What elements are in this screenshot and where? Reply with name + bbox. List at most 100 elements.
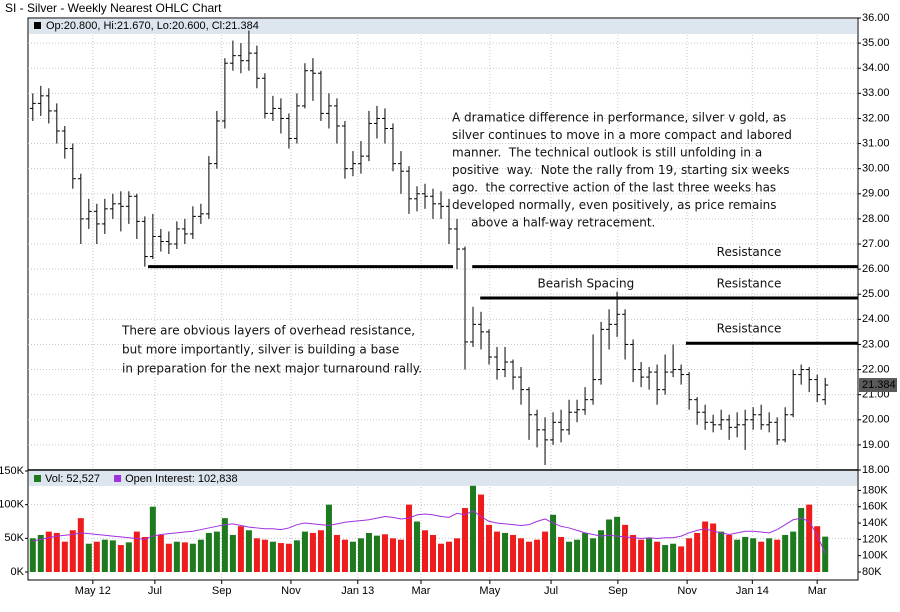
y-tick-label: 34.00 [862,62,890,74]
y2-tick-label: 80K [862,566,882,578]
commentary-line: manner. The technical outlook is still u… [452,146,762,160]
volume-bar [590,538,597,572]
volume-bar [710,523,717,572]
volume-bar [630,534,637,572]
volume-bar [638,539,645,572]
x-tick-label: Sep [212,585,232,597]
volume-bar [69,530,76,572]
volume-bar [622,524,629,572]
volume-bar [494,531,501,572]
open-interest-line [32,510,826,554]
volume-bar [309,532,316,572]
y-tick-label: 35.00 [862,37,890,49]
volume-bar [726,534,733,572]
volume-bar [486,524,493,572]
volume-bar [285,543,292,572]
volume-bar [774,539,781,572]
volume-bar [101,539,108,572]
volume-bar [614,516,621,572]
y-tick-label: 31.00 [862,137,890,149]
volume-bar [277,543,284,572]
y-tick-label: 19.00 [862,439,890,451]
y-tick-label: 20.00 [862,414,890,426]
volume-bar [197,539,204,572]
volume-bar [237,526,244,572]
volume-bar [742,536,749,572]
volume-bar [550,514,557,572]
volume-bar [758,541,765,572]
volume-bar [822,536,829,572]
y-tick-label: 24.00 [862,313,890,325]
legend-strip [29,471,857,486]
volume-bar [205,532,212,572]
volume-bar [157,534,164,572]
volume-bar [117,545,124,572]
volume-bar [173,541,180,572]
volume-bar [221,518,228,572]
volume-bar [782,534,789,572]
y-tick-label: 25.00 [862,288,890,300]
volume-bar [654,541,661,572]
volume-bar [405,504,412,572]
volume-bar [133,531,140,572]
resistance-label: Resistance [717,322,782,336]
volume-bar [582,532,589,572]
resistance-label: Resistance [717,245,782,259]
volume-bar [349,541,356,572]
volume-bar [357,538,364,572]
volume-bar [542,531,549,572]
volume-bar [766,538,773,572]
volume-bar [261,539,268,572]
x-tick-label: Mar [412,585,431,597]
x-tick-label: Jan 14 [736,585,769,597]
volume-bar [437,543,444,572]
commentary-line: above a half-way retracement. [452,216,655,230]
volume-bar [413,521,420,572]
volume-bar [333,534,340,572]
volume-bar [446,541,453,572]
y-tick-label: 28.00 [862,213,890,225]
volume-bar [646,538,653,572]
y-tick-label: 32.00 [862,112,890,124]
y2-tick-label: 180K [862,484,888,496]
volume-bar [85,543,92,572]
volume-bar [373,535,380,572]
volume-bar [53,532,60,572]
commentary-line: positive way. Note the rally from 19, st… [452,163,790,177]
volume-bar [245,530,252,572]
y-tick-label: 150K [0,465,25,477]
volume-bar [470,485,477,572]
volume-bar [662,545,669,572]
volume-bar [566,541,573,572]
volume-bar [29,538,36,572]
commentary-line: silver continues to move in a more compa… [452,128,792,142]
y2-tick-label: 140K [862,517,888,529]
y-tick-label: 30.00 [862,163,890,175]
annotation: Bearish Spacing [538,277,635,291]
volume-bar [429,534,436,572]
commentary-line: A dramatice difference in performance, s… [452,111,786,125]
x-tick-label: Sep [608,585,628,597]
volume-bar [189,543,196,572]
x-tick-label: Nov [281,585,301,597]
x-tick-label: Jul [544,585,558,597]
y-tick-label: 18.00 [862,464,890,476]
legend-swatch [34,475,41,482]
last-price-label: 21.384 [862,379,896,391]
y-tick-label: 50K [4,532,24,544]
x-tick-label: Jan 13 [341,585,374,597]
y2-tick-label: 160K [862,501,888,513]
volume-bar [213,531,220,572]
volume-bar [165,543,172,572]
y-tick-label: 23.00 [862,338,890,350]
volume-bar [574,539,581,572]
volume-bar [718,531,725,572]
volume-bar [670,543,677,572]
y-tick-label: 22.00 [862,363,890,375]
volume-bar [678,546,685,572]
volume-bar [365,532,372,572]
volume-bar [325,504,332,572]
volume-bar [45,531,52,572]
